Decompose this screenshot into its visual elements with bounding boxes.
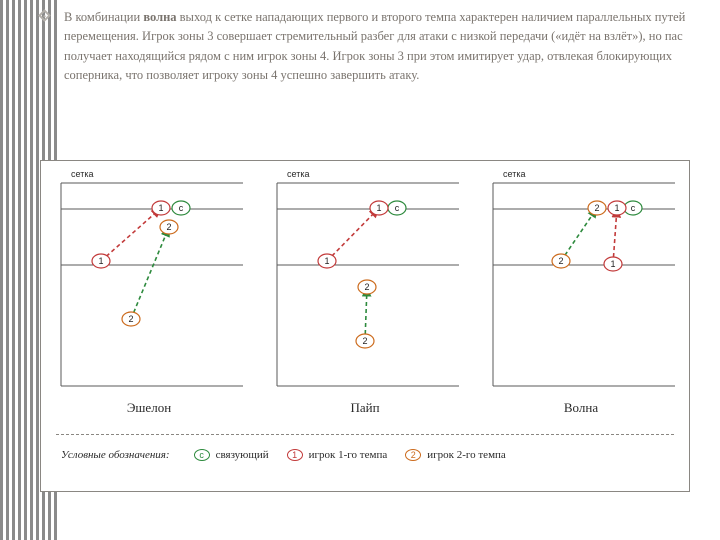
court-svg: с1122 <box>41 161 257 426</box>
legend-p1: 1 игрок 1-го темпа <box>287 449 388 461</box>
panel-title: Волна <box>473 400 689 416</box>
svg-text:2: 2 <box>166 222 171 232</box>
setter-icon: с <box>194 449 210 461</box>
legend-p2: 2 игрок 2-го темпа <box>405 449 506 461</box>
svg-text:1: 1 <box>610 259 615 269</box>
diagram-frame: сеткас1122Эшелонсеткас1122Пайпсеткас1122… <box>40 160 690 492</box>
panel-title: Пайп <box>257 400 473 416</box>
court-svg: с 1 1 2 2 <box>473 161 689 426</box>
svg-text:2: 2 <box>558 256 563 266</box>
bold-keyword: волна <box>143 10 176 24</box>
panels-row: сеткас1122Эшелонсеткас1122Пайпсеткас1122… <box>41 161 689 426</box>
legend-setter-text: связующий <box>216 449 269 461</box>
svg-text:2: 2 <box>362 336 367 346</box>
panel-1: сеткас1122Пайп <box>257 161 473 426</box>
svg-text:1: 1 <box>158 203 163 213</box>
svg-text:с: с <box>631 203 636 213</box>
p1-icon: 1 <box>287 449 303 461</box>
legend-p2-text: игрок 2-го темпа <box>427 449 506 461</box>
panel-2: сеткас1122Волна <box>473 161 689 426</box>
svg-text:1: 1 <box>614 203 619 213</box>
svg-text:1: 1 <box>98 256 103 266</box>
legend-setter: с связующий <box>194 449 269 461</box>
svg-text:2: 2 <box>128 314 133 324</box>
panel-0: сеткас1122Эшелон <box>41 161 257 426</box>
legend-separator <box>56 434 674 435</box>
court-svg: с 1 1 2 2 <box>257 161 473 426</box>
svg-text:2: 2 <box>364 282 369 292</box>
legend-label: Условные обозначения: <box>61 449 170 461</box>
paragraph-text: В комбинации волна выход к сетке нападаю… <box>64 10 685 82</box>
legend: Условные обозначения: с связующий 1 игро… <box>61 449 674 461</box>
p2-icon: 2 <box>405 449 421 461</box>
legend-p1-text: игрок 1-го темпа <box>309 449 388 461</box>
svg-text:с: с <box>179 203 184 213</box>
svg-text:1: 1 <box>376 203 381 213</box>
svg-text:1: 1 <box>324 256 329 266</box>
panel-title: Эшелон <box>41 400 257 416</box>
svg-text:2: 2 <box>594 203 599 213</box>
paragraph-block: В комбинации волна выход к сетке нападаю… <box>60 8 695 86</box>
svg-text:с: с <box>395 203 400 213</box>
